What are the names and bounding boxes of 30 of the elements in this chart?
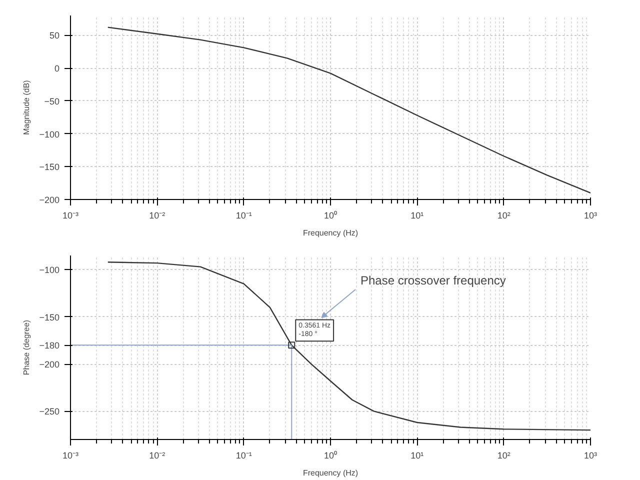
x-tick-label: 10⁻² [149,210,166,220]
y-tick-label: −100 [39,265,60,276]
y-tick-label: −150 [39,162,60,172]
y-axis-title: Phase (degree) [22,320,32,376]
x-tick-label: 10⁻³ [62,210,79,220]
y-tick-label: 50 [49,30,60,41]
y-tick-label: −200 [39,360,60,370]
y-tick-label: −250 [39,406,60,417]
x-tick-label: 10⁰ [324,450,338,460]
y-tick-label: −150 [39,312,60,322]
x-tick-label: 10¹ [410,210,424,220]
x-tick-label: 10³ [584,450,598,460]
annotation: Phase crossover frequency [360,274,506,288]
y-tick-label: −180 [39,340,60,351]
y-tick-label: −100 [39,129,60,140]
x-tick-label: 10¹ [410,450,424,460]
x-tick-label: 10³ [584,210,598,220]
x-axis-title: Frequency (Hz) [302,228,358,238]
y-tick-label: −200 [39,195,60,205]
x-tick-label: 10⁻² [149,450,166,460]
x-tick-label: 10⁻¹ [236,450,252,460]
y-axis-title: Magnitude (dB) [22,80,32,135]
y-tick-label: −50 [44,96,60,106]
x-axis-title: Frequency (Hz) [302,468,358,478]
x-tick-label: 10² [497,450,510,460]
x-tick-label: 10⁻¹ [236,210,252,220]
y-tick-label: 0 [54,64,60,74]
x-tick-label: 10⁰ [324,210,338,220]
x-tick-label: 10⁻³ [62,450,79,460]
x-tick-label: 10² [497,210,510,220]
